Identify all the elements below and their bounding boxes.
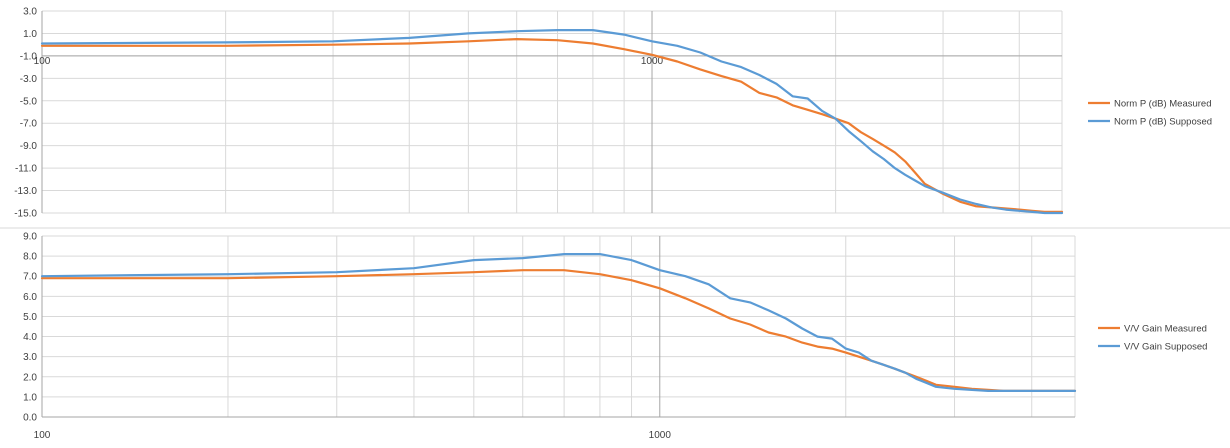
bottom-y-tick-label: 5.0 (23, 312, 37, 323)
bottom-series-line-supposed (40, 253, 1077, 392)
bottom-series-line-measured (40, 269, 1077, 392)
top-legend-label: Norm P (dB) Measured (1114, 99, 1212, 110)
top-x-tick-label: 1000 (641, 56, 664, 67)
top-x-tick-label: 100 (34, 56, 51, 67)
bottom-legend-label: V/V Gain Measured (1124, 324, 1207, 335)
bottom-y-tick-label: 2.0 (23, 372, 37, 383)
top-y-tick-label: -1.0 (20, 51, 38, 62)
bottom-y-tick-label: 1.0 (23, 392, 37, 403)
top-y-tick-label: -9.0 (20, 141, 38, 152)
top-y-tick-label: 3.0 (23, 7, 37, 18)
bottom-chart: 9.0 8.0 7.0 6.0 5.0 4.0 3.0 2.0 1.0 0.0 100 1000 V/V… (23, 232, 1207, 442)
bottom-legend-label: V/V Gain Supposed (1124, 342, 1207, 353)
bottom-y-tick-label: 9.0 (23, 232, 37, 243)
bottom-y-tick-label: 4.0 (23, 332, 37, 343)
top-y-tick-label: 1.0 (23, 29, 37, 40)
bottom-legend: V/V Gain Measured V/V Gain Supposed (1098, 324, 1207, 353)
top-y-tick-label: -5.0 (20, 96, 38, 107)
bottom-x-tick-label: 1000 (649, 430, 672, 441)
bottom-y-tick-label: 0.0 (23, 413, 37, 424)
top-y-tick-label: -11.0 (15, 164, 37, 175)
bottom-y-tick-label: 6.0 (23, 292, 37, 303)
top-legend: Norm P (dB) Measured Norm P (dB) Supposed (1088, 99, 1212, 128)
top-y-tick-label: -3.0 (20, 74, 38, 85)
top-y-tick-label: -7.0 (20, 119, 38, 130)
top-series-line-measured (40, 37, 1064, 213)
top-series-line-supposed (40, 29, 1064, 215)
top-chart: 3.0 1.0 -1.0 -3.0 -5.0 -7.0 -9.0 -11.0 -13.0 -15.… (14, 7, 1212, 220)
bottom-y-tick-label: 3.0 (23, 352, 37, 363)
top-y-tick-label: -15.0 (14, 209, 37, 220)
bottom-y-tick-label: 8.0 (23, 252, 37, 263)
top-y-tick-label: -13.0 (14, 186, 37, 197)
bottom-x-tick-label: 100 (34, 430, 51, 441)
top-legend-label: Norm P (dB) Supposed (1114, 117, 1212, 128)
bottom-y-tick-label: 7.0 (23, 272, 37, 283)
